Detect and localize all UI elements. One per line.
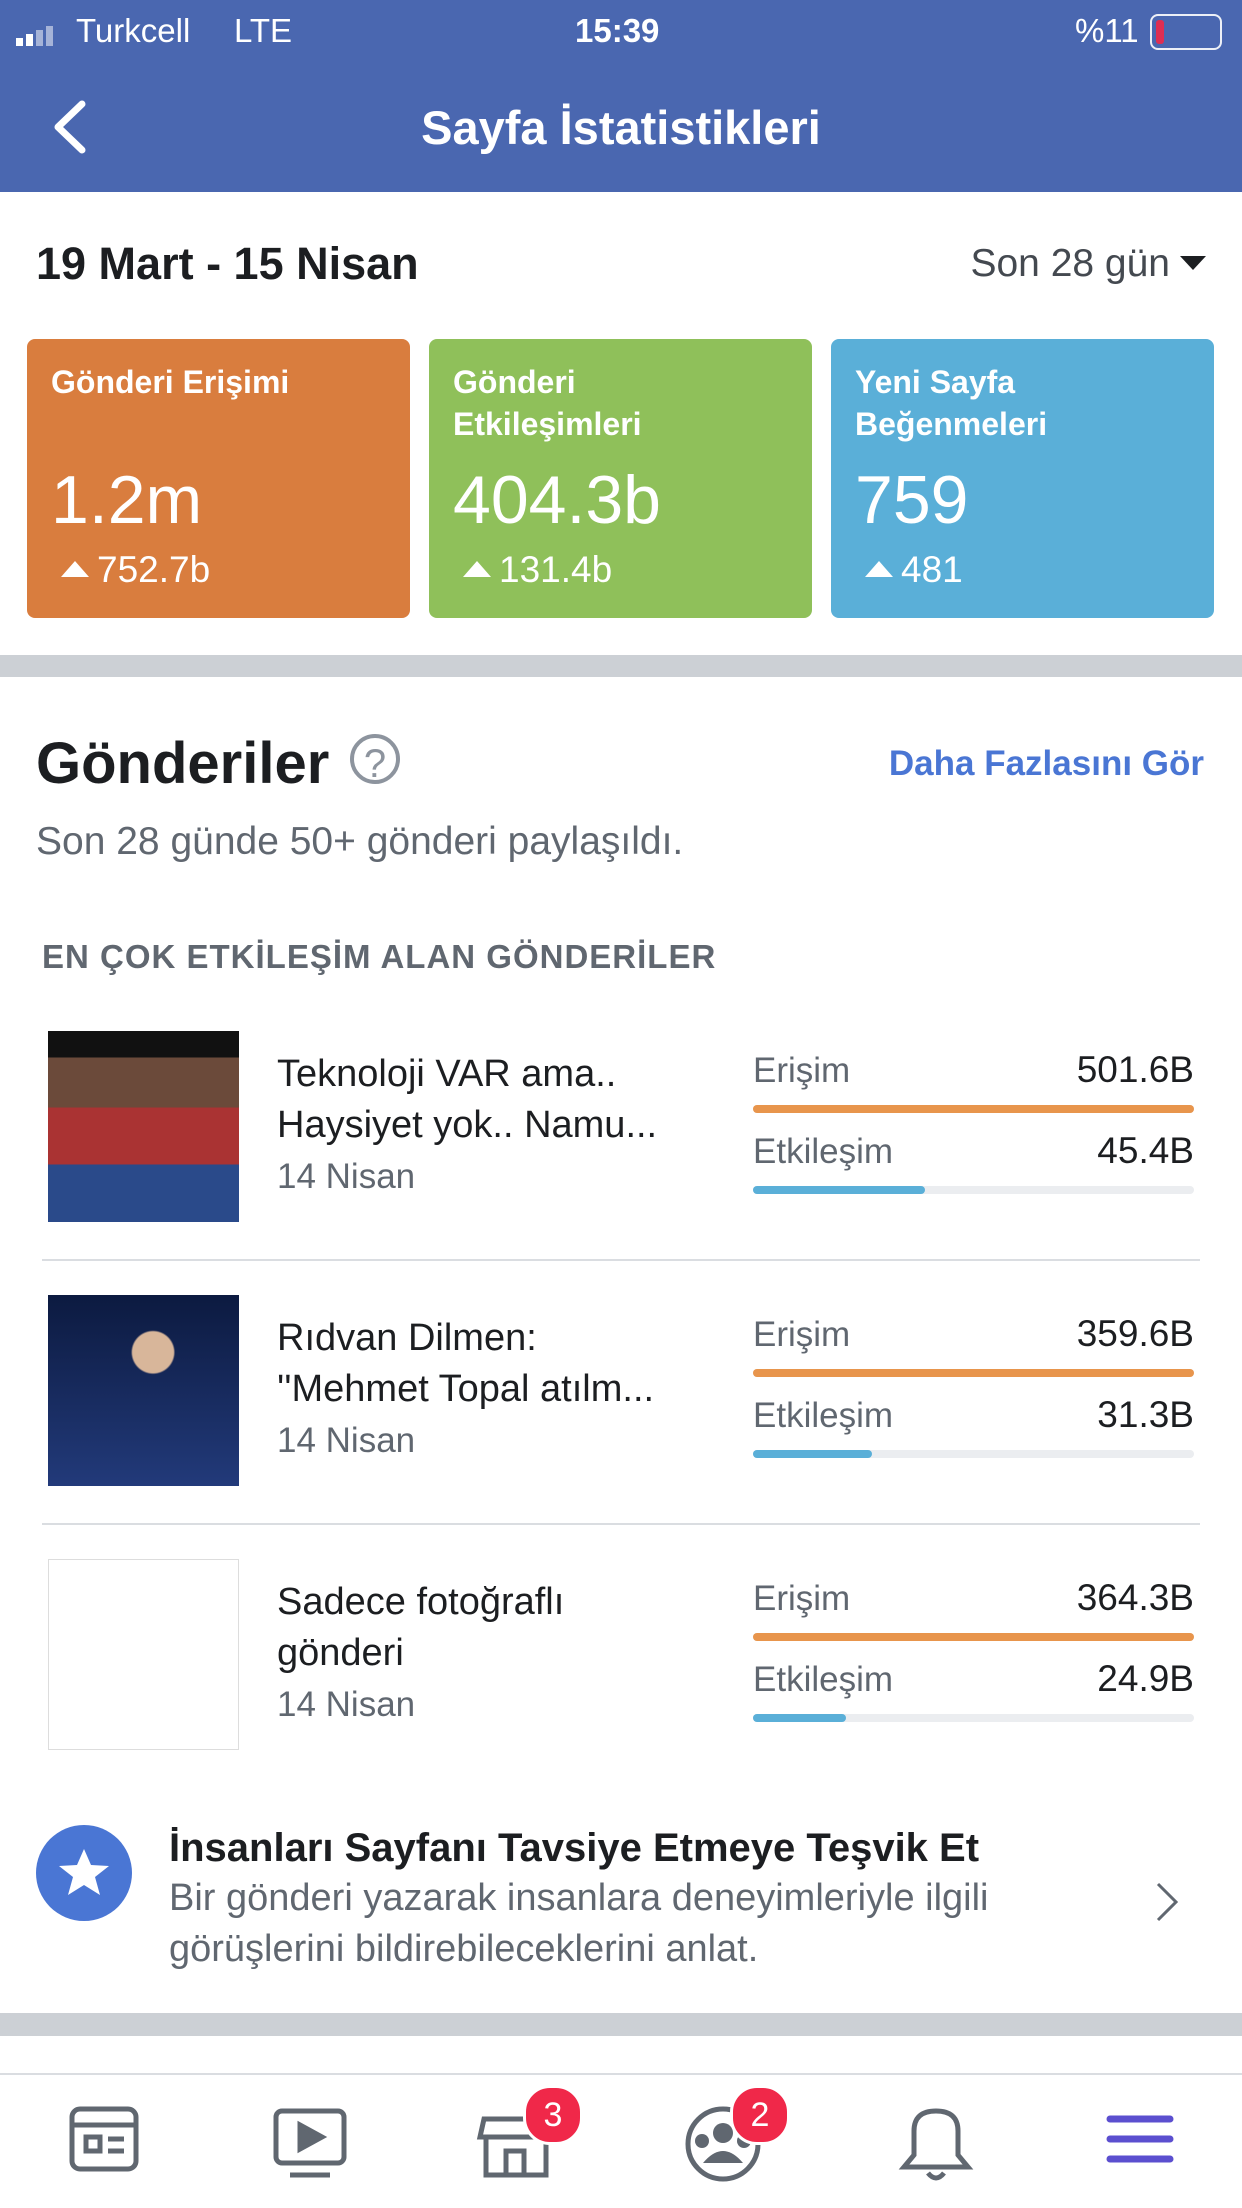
network: LTE — [234, 12, 293, 49]
engagement-value: 24.9B — [1097, 1658, 1194, 1699]
battery-percent: %11 — [1075, 12, 1139, 49]
post-thumbnail[interactable] — [48, 1031, 239, 1222]
news-feed-tab[interactable] — [69, 2106, 139, 2172]
signal-icon — [16, 24, 62, 46]
page-title: Sayfa İstatistikleri — [421, 101, 821, 154]
reach-bar — [753, 1105, 1194, 1113]
star-icon — [36, 1825, 132, 1921]
back-button[interactable] — [50, 100, 90, 159]
reach-bar-fill — [753, 1105, 1194, 1113]
card-change: 131.4b — [499, 549, 613, 590]
stat-card[interactable]: Gönderi Etkileşimleri 404.3b 131.4b — [429, 339, 812, 618]
reach-bar-fill — [753, 1369, 1194, 1377]
section-divider — [0, 655, 1242, 677]
engagement-bar — [753, 1714, 1194, 1722]
reach-label: Erişim — [753, 1315, 851, 1354]
up-arrow — [865, 561, 893, 577]
list-heading: EN ÇOK ETKİLEŞİM ALAN GÖNDERİLER — [42, 938, 717, 975]
engagement-label: Etkileşim — [753, 1660, 894, 1699]
post-date: 14 Nisan — [277, 1685, 416, 1724]
engagement-bar-fill — [753, 1450, 873, 1458]
dropdown-arrow — [1180, 256, 1206, 270]
promo-title: İnsanları Sayfanı Tavsiye Etmeye Teşvik … — [169, 1826, 980, 1870]
engagement-label: Etkileşim — [753, 1396, 894, 1435]
section-title: Gönderiler — [36, 731, 330, 796]
post-title[interactable]: Rıdvan Dilmen: — [277, 1317, 537, 1359]
card-label: Gönderi Erişimi — [51, 364, 290, 400]
promo-text: görüşlerini bildirebileceklerini anlat. — [169, 1928, 759, 1970]
engagement-bar-fill — [753, 1714, 846, 1722]
date-range: 19 Mart - 15 Nisan — [36, 238, 419, 289]
card-change: 752.7b — [97, 549, 211, 590]
carrier: Turkcell — [76, 12, 191, 49]
section-subtitle: Son 28 günde 50+ gönderi paylaşıldı. — [36, 820, 684, 863]
engagement-value: 31.3B — [1097, 1394, 1194, 1435]
post-date: 14 Nisan — [277, 1421, 416, 1460]
tab-bar-border — [0, 2073, 1242, 2075]
help-icon[interactable]: ? — [350, 734, 400, 786]
section-divider — [0, 2013, 1242, 2036]
promo-text: Bir gönderi yazarak insanlara deneyimler… — [169, 1877, 989, 1919]
badge: 2 — [730, 2085, 790, 2145]
engagement-label: Etkileşim — [753, 1132, 894, 1171]
card-value: 404.3b — [453, 462, 661, 538]
tab-bar — [69, 2106, 1174, 2182]
card-label: Gönderi Etkileşimleri — [453, 364, 642, 442]
card-value: 1.2m — [51, 462, 203, 538]
engagement-bar — [753, 1450, 1194, 1458]
card-label: Yeni Sayfa Beğenmeleri — [855, 364, 1048, 442]
post-title[interactable]: Teknoloji VAR ama.. — [277, 1053, 617, 1095]
post-title[interactable]: Haysiyet yok.. Namu... — [277, 1104, 658, 1146]
post-thumbnail[interactable] — [48, 1295, 239, 1486]
stat-card[interactable]: Yeni Sayfa Beğenmeleri 759 481 — [831, 339, 1214, 618]
post-title[interactable]: Sadece fotoğraflı — [277, 1581, 565, 1623]
reach-value: 359.6B — [1076, 1313, 1194, 1354]
badge: 3 — [523, 2085, 583, 2145]
engagement-value: 45.4B — [1097, 1130, 1194, 1171]
reach-label: Erişim — [753, 1579, 851, 1618]
reach-bar — [753, 1633, 1194, 1641]
row-divider — [42, 1523, 1200, 1525]
clock: 15:39 — [575, 12, 660, 49]
post-title[interactable]: ''Mehmet Topal atılm... — [277, 1368, 655, 1410]
chevron[interactable] — [1152, 1880, 1182, 1929]
card-change: 481 — [901, 549, 963, 590]
watch-tab[interactable] — [273, 2108, 347, 2178]
reach-value: 501.6B — [1076, 1049, 1194, 1090]
reach-label: Erişim — [753, 1051, 851, 1090]
stat-card[interactable]: Gönderi Erişimi 1.2m 752.7b — [27, 339, 410, 618]
engagement-bar-fill — [753, 1186, 925, 1194]
battery-icon — [1150, 14, 1222, 50]
notifications-tab[interactable] — [898, 2108, 974, 2181]
reach-bar-fill — [753, 1633, 1194, 1641]
reach-value: 364.3B — [1076, 1577, 1194, 1618]
post-date: 14 Nisan — [277, 1157, 416, 1196]
period-selector[interactable]: Son 28 gün — [970, 242, 1170, 285]
menu-tab[interactable] — [1106, 2115, 1174, 2163]
up-arrow — [61, 561, 89, 577]
reach-bar — [753, 1369, 1194, 1377]
post-thumbnail[interactable] — [48, 1559, 239, 1750]
card-value: 759 — [855, 462, 969, 538]
up-arrow — [463, 561, 491, 577]
engagement-bar — [753, 1186, 1194, 1194]
see-more-link[interactable]: Daha Fazlasını Gör — [888, 744, 1204, 783]
header-bar — [0, 0, 1242, 192]
post-title[interactable]: gönderi — [277, 1632, 404, 1674]
row-divider — [42, 1259, 1200, 1261]
